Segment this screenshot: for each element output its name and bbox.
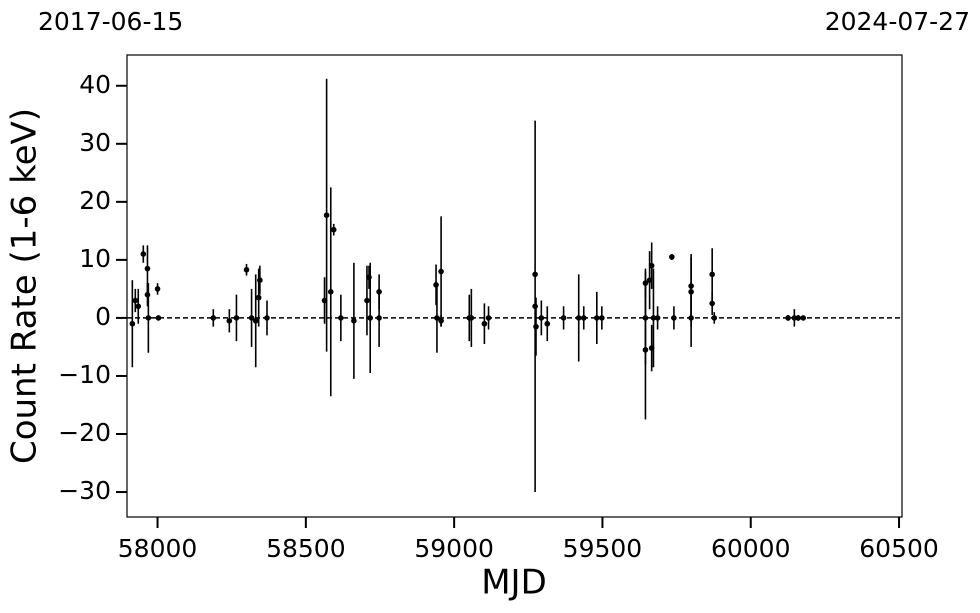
data-point [532, 271, 538, 278]
data-point [140, 251, 147, 257]
x-tick-label: 58000 [118, 534, 198, 563]
data-point [323, 212, 330, 218]
data-point [351, 318, 357, 324]
data-point [438, 318, 444, 324]
data-point [264, 315, 270, 321]
data-point [800, 315, 807, 321]
data-point [711, 315, 718, 321]
data-point [364, 297, 370, 304]
data-point [481, 320, 488, 327]
data-point [468, 315, 475, 321]
x-axis-label: MJD [481, 563, 547, 603]
y-tick-label: −10 [58, 360, 111, 389]
x-tick-label: 60000 [711, 534, 791, 563]
data-point [533, 323, 539, 330]
y-tick-label: 30 [79, 128, 111, 157]
data-point [671, 315, 677, 321]
data-point [252, 318, 259, 324]
data-point [485, 315, 492, 321]
data-point [338, 315, 344, 321]
data-point [434, 315, 440, 321]
data-point [599, 315, 605, 321]
data-point [580, 315, 587, 321]
data-point [226, 318, 233, 324]
y-tick-label: 10 [79, 244, 111, 273]
data-point [154, 286, 161, 292]
data-point [210, 315, 217, 321]
data-point [791, 315, 798, 321]
y-tick-label: 20 [79, 186, 111, 215]
data-point [248, 315, 255, 321]
data-point [642, 315, 649, 321]
data-point [376, 315, 382, 321]
end-date: 2024-07-27 [825, 7, 970, 36]
data-point [795, 315, 801, 321]
data-point [433, 282, 439, 288]
data-point [709, 271, 715, 278]
data-point [709, 300, 715, 307]
data-point [135, 303, 142, 310]
x-tick-label: 59500 [563, 534, 643, 563]
data-point [575, 315, 582, 321]
data-point [538, 315, 545, 321]
x-tick-label: 59000 [414, 534, 494, 563]
data-point [145, 315, 152, 321]
data-point [255, 294, 262, 301]
data-point [330, 226, 337, 233]
data-point [144, 265, 151, 272]
y-axis-label: Count Rate (1-6 keV) [5, 108, 45, 464]
data-point [438, 268, 444, 275]
data-point [367, 315, 374, 321]
data-point [129, 320, 136, 327]
data-point [785, 315, 791, 321]
data-point [233, 315, 240, 321]
data-point [243, 266, 250, 273]
data-point [327, 289, 334, 295]
start-date: 2017-06-15 [38, 7, 183, 36]
data-point [532, 303, 538, 310]
data-point [144, 291, 151, 298]
y-tick-label: 0 [95, 302, 111, 331]
x-tick-label: 58500 [266, 534, 346, 563]
data-point [650, 315, 657, 321]
y-tick-label: −20 [58, 418, 111, 447]
data-point [688, 315, 694, 321]
data-point [648, 262, 655, 269]
data-point [669, 254, 675, 260]
y-tick-label: −30 [58, 476, 111, 505]
data-point [257, 277, 263, 283]
plot-frame [126, 54, 903, 518]
data-point [654, 315, 661, 321]
data-point [544, 320, 551, 327]
data-point [594, 315, 600, 321]
x-tick-label: 60500 [859, 534, 939, 563]
data-point [560, 315, 567, 321]
y-tick-label: 40 [79, 70, 111, 99]
data-point [132, 297, 139, 304]
data-point [155, 315, 162, 321]
